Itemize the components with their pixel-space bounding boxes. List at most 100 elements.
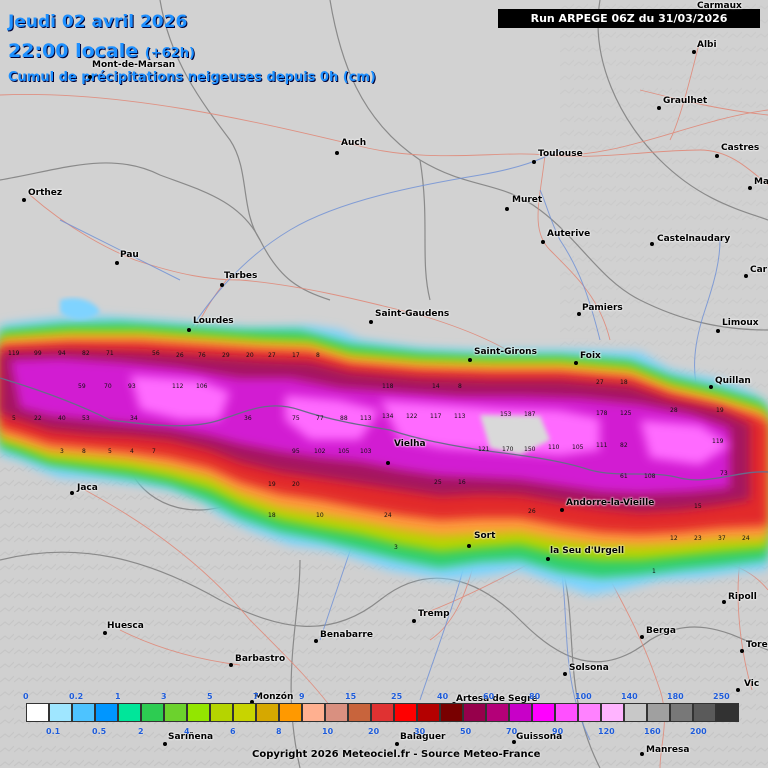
city-saint-girons: Saint-Girons [474, 347, 537, 357]
grid-value: 95 [292, 448, 300, 455]
grid-value: 153 [500, 411, 512, 418]
grid-value: 88 [340, 415, 348, 422]
city-dot [640, 752, 644, 756]
legend-swatch [118, 703, 141, 722]
grid-value: 12 [670, 535, 678, 542]
city-quillan: Quillan [715, 376, 751, 386]
grid-value: 26 [176, 352, 184, 359]
city-monzon: Monzón [254, 692, 294, 702]
city-guissona: Guissona [516, 732, 563, 742]
relief-east [560, 0, 768, 400]
legend-bottom-label: 0.5 [92, 727, 107, 736]
city-barbastro: Barbastro [235, 654, 286, 664]
grid-value: 61 [620, 473, 628, 480]
legend-bottom-label: 6 [230, 727, 236, 736]
legend-bottom-label: 200 [690, 727, 707, 736]
city-castres: Castres [721, 143, 760, 153]
legend-swatch [647, 703, 670, 722]
grid-value: 103 [360, 448, 372, 455]
city-dot [505, 207, 509, 211]
legend-top-label: 0.2 [69, 692, 84, 701]
grid-value: 59 [78, 383, 86, 390]
legend-top-label: 25 [391, 692, 403, 701]
city-dot [335, 151, 339, 155]
city-dot [546, 557, 550, 561]
city-solsona: Solsona [569, 663, 609, 673]
city-dot [563, 672, 567, 676]
city-graulhet: Graulhet [663, 96, 708, 106]
grid-value: 71 [106, 350, 114, 357]
city-dot [541, 240, 545, 244]
grid-value: 3 [394, 544, 398, 551]
legend-swatch [141, 703, 164, 722]
grid-value: 5 [12, 415, 16, 422]
legend-top-label: 3 [161, 692, 167, 701]
legend-bottom-label: 70 [506, 727, 518, 736]
grid-value: 108 [644, 473, 656, 480]
city-balaguer: Balaguer [400, 732, 446, 742]
legend-swatch [279, 703, 302, 722]
legend-swatch [555, 703, 578, 722]
grid-value: 117 [430, 413, 442, 420]
grid-value: 111 [596, 442, 608, 449]
city-sarinena: Sariñena [168, 732, 214, 742]
city-dot [70, 491, 74, 495]
legend-bottom-label: 160 [644, 727, 661, 736]
grid-value: 119 [8, 350, 20, 357]
city-artesa-de-segre: Artesa de Segre [456, 694, 538, 704]
grid-value: 113 [360, 415, 372, 422]
run-label: Run ARPEGE 06Z du 31/03/2026 [498, 9, 760, 28]
grid-value: 94 [58, 350, 66, 357]
city-dot [715, 154, 719, 158]
city-mont-de-marsan: Mont-de-Marsan [92, 60, 176, 70]
grid-value: 23 [694, 535, 702, 542]
grid-value: 7 [152, 448, 156, 455]
city-orthez: Orthez [28, 188, 63, 198]
grid-value: 77 [316, 415, 324, 422]
forecast-description: Cumul de précipitations neigeuses depuis… [8, 70, 376, 85]
grid-value: 19 [268, 481, 276, 488]
legend-top-label: 15 [345, 692, 357, 701]
city-tarbes: Tarbes [224, 271, 258, 281]
legend-bottom-label: 10 [322, 727, 334, 736]
grid-value: 150 [524, 446, 536, 453]
grid-value: 27 [268, 352, 276, 359]
grid-value: 53 [82, 415, 90, 422]
grid-value: 119 [712, 438, 724, 445]
grid-value: 1 [652, 568, 656, 575]
forecast-offset: (+62h) [144, 46, 195, 61]
legend-bottom-label: 20 [368, 727, 380, 736]
legend-top-label: 60 [483, 692, 495, 701]
city-dot [716, 329, 720, 333]
copyright: Copyright 2026 Meteociel.fr - Source Met… [252, 749, 541, 760]
legend-bottom-label: 30 [414, 727, 426, 736]
city-lourdes: Lourdes [193, 316, 234, 326]
legend-swatch [440, 703, 463, 722]
legend-swatch [693, 703, 716, 722]
legend-bottom-label: 0.1 [46, 727, 61, 736]
legend-top-label: 0 [23, 692, 29, 701]
grid-value: 82 [82, 350, 90, 357]
grid-value: 22 [34, 415, 42, 422]
legend-swatch [417, 703, 440, 722]
grid-value: 20 [246, 352, 254, 359]
city-dot [103, 631, 107, 635]
grid-value: 18 [268, 512, 276, 519]
legend-swatch [49, 703, 72, 722]
legend-top-label: 40 [437, 692, 449, 701]
legend-swatch [716, 703, 739, 722]
grid-value: 26 [528, 508, 536, 515]
grid-value: 4 [130, 448, 134, 455]
legend-swatch [348, 703, 371, 722]
city-huesca: Huesca [107, 621, 144, 631]
legend-bottom-label: 90 [552, 727, 564, 736]
city-dot [704, 12, 708, 16]
city-dot [220, 283, 224, 287]
legend-swatch [670, 703, 693, 722]
legend-top-label: 1 [115, 692, 121, 701]
city-saint-gaudens: Saint-Gaudens [375, 309, 450, 319]
legend-top-label: 180 [667, 692, 684, 701]
city-carmaux: Carmaux [697, 1, 742, 11]
